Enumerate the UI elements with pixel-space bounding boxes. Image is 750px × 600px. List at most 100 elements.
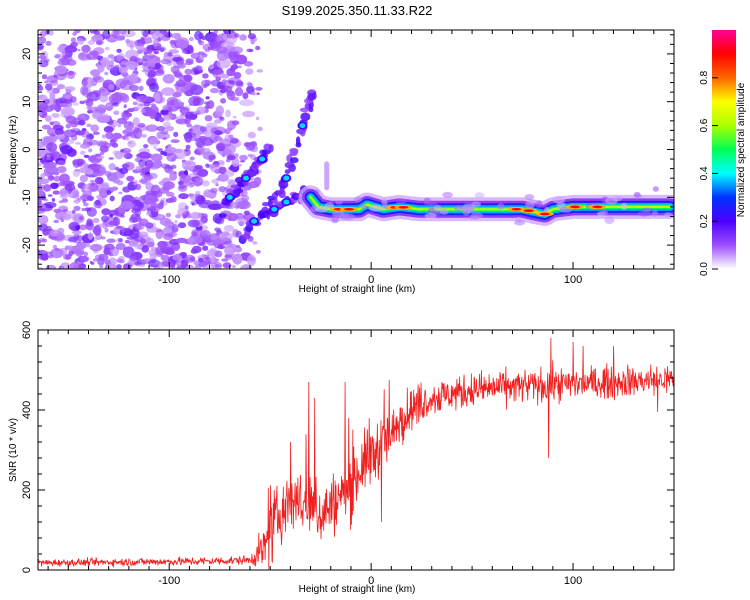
noise-blob	[72, 191, 80, 195]
noise-blob	[177, 63, 184, 67]
noise-blob	[60, 106, 75, 117]
noise-blob	[210, 261, 223, 269]
noise-blob	[237, 65, 242, 69]
noise-blob	[189, 156, 195, 161]
noise-blob	[118, 204, 127, 214]
noise-blob	[209, 247, 218, 255]
noise-blob	[125, 201, 132, 209]
noise-blob	[210, 187, 218, 194]
noise-blob	[202, 234, 209, 240]
noise-blob	[224, 170, 235, 177]
noise-blob	[46, 166, 60, 174]
noise-blob	[208, 39, 213, 45]
noise-blob	[135, 213, 140, 218]
noise-blob	[198, 40, 205, 46]
noise-blob	[161, 87, 175, 96]
noise-blob	[179, 80, 184, 84]
noise-blob	[192, 235, 203, 244]
noise-blob	[64, 183, 76, 192]
noise-blob	[243, 61, 254, 67]
track-halo-blob	[381, 197, 388, 206]
noise-blob	[193, 97, 205, 106]
noise-blob	[162, 151, 168, 156]
noise-blob	[246, 181, 260, 189]
noise-blob	[130, 199, 145, 211]
branch-blob	[262, 202, 270, 207]
noise-blob	[133, 261, 140, 266]
noise-blob	[225, 109, 231, 118]
noise-blob	[118, 238, 123, 243]
noise-blob	[53, 175, 61, 182]
noise-blob	[165, 32, 173, 39]
snr-y-label: SNR (10 * v/v)	[8, 418, 19, 482]
noise-blob	[81, 44, 91, 53]
branch-blob	[262, 149, 271, 155]
noise-blob	[140, 109, 146, 113]
noise-blob	[53, 171, 60, 176]
track-hotspot-inner	[570, 205, 581, 209]
noise-blob	[138, 159, 148, 167]
noise-blob	[119, 167, 129, 175]
noise-blob	[150, 153, 163, 162]
noise-blob	[188, 181, 195, 188]
noise-blob	[246, 85, 255, 95]
y-tick-label: 200	[21, 481, 33, 499]
y-tick-label: 0	[21, 567, 33, 573]
noise-blob	[56, 84, 66, 90]
noise-blob	[80, 150, 86, 155]
spectrogram-x-label: Height of straight line (km)	[299, 284, 416, 295]
noise-blob	[194, 164, 204, 170]
noise-blob	[146, 197, 159, 203]
noise-blob	[170, 196, 177, 203]
noise-blob	[92, 217, 100, 224]
noise-blob	[148, 54, 156, 58]
noise-blob	[135, 205, 139, 209]
noise-blob	[163, 51, 169, 58]
y-tick-label: 600	[21, 321, 33, 339]
noise-blob	[86, 242, 91, 248]
track-hotspot-inner	[539, 212, 550, 216]
branch-hot-inner	[251, 218, 258, 224]
branch-blob	[284, 169, 291, 175]
noise-blob	[209, 64, 214, 70]
noise-blob	[54, 248, 60, 251]
noise-blob	[125, 49, 139, 60]
spectrogram-y-ticks: 20 10 0 -10 -20	[21, 34, 674, 265]
noise-blob	[226, 155, 236, 161]
noise-blob	[93, 225, 102, 236]
noise-blob	[167, 144, 172, 148]
noise-blob	[118, 191, 123, 195]
noise-blob	[195, 138, 204, 148]
branch-blob	[284, 161, 295, 169]
track-halo-blob	[633, 193, 642, 198]
noise-blob	[56, 231, 65, 240]
noise-blob	[111, 132, 123, 140]
noise-blob	[138, 85, 144, 91]
noise-blob	[139, 238, 146, 245]
y-tick-label: 0	[21, 146, 33, 152]
noise-blob	[77, 120, 86, 126]
noise-blob	[213, 30, 218, 34]
noise-blob	[160, 130, 169, 135]
branch-blob	[307, 92, 315, 101]
noise-blob	[175, 118, 190, 125]
noise-blob	[112, 102, 119, 107]
y-tick-label: 20	[21, 48, 33, 60]
noise-blob	[239, 154, 248, 161]
noise-blob	[101, 134, 107, 139]
noise-blob	[161, 261, 173, 267]
noise-blob	[109, 195, 115, 202]
noise-blob	[234, 87, 244, 97]
noise-blob	[179, 252, 187, 257]
noise-blob	[212, 240, 218, 246]
noise-blob	[57, 160, 66, 166]
noise-region	[38, 30, 264, 269]
noise-blob	[216, 46, 228, 54]
noise-blob	[47, 149, 59, 158]
track-halo-blob	[652, 186, 659, 192]
noise-blob	[202, 264, 211, 269]
noise-blob	[161, 246, 174, 254]
noise-blob	[257, 126, 263, 132]
noise-blob	[106, 103, 111, 107]
noise-blob	[76, 37, 85, 45]
